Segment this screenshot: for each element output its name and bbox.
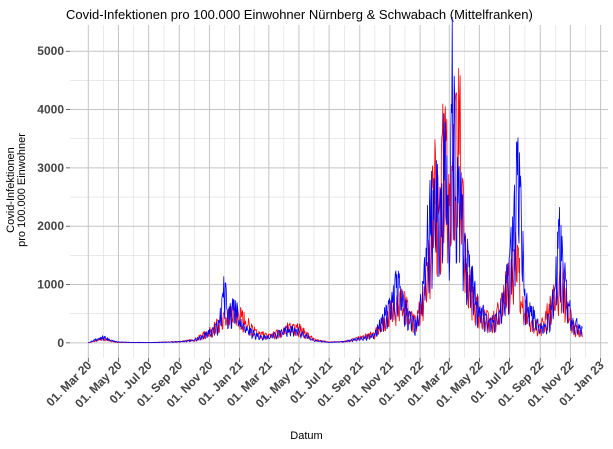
series-line-blue xyxy=(88,16,583,344)
y-tick-label: 4000 xyxy=(37,103,64,117)
y-tick-label: 3000 xyxy=(37,161,64,175)
y-tick-label: 1000 xyxy=(37,278,64,292)
y-tick-label: 5000 xyxy=(37,44,64,58)
y-tick-labels: 0 1000 2000 3000 4000 5000 xyxy=(37,44,70,350)
chart-title: Covid-Infektionen pro 100.000 Einwohner … xyxy=(66,7,533,22)
y-tick-label: 2000 xyxy=(37,219,64,233)
series-lines xyxy=(88,16,583,344)
y-tick-label: 0 xyxy=(57,336,64,350)
x-axis-title: Datum xyxy=(290,430,323,442)
